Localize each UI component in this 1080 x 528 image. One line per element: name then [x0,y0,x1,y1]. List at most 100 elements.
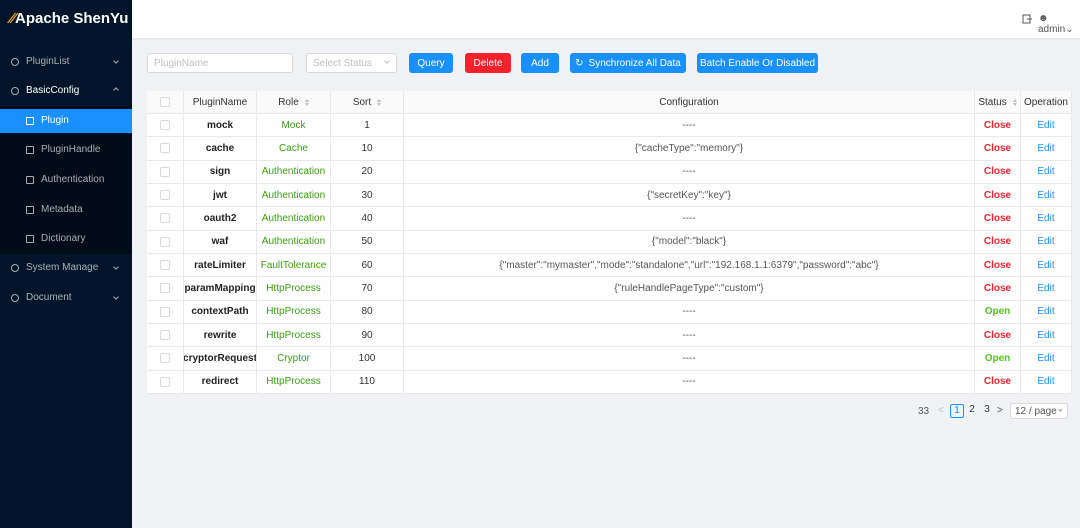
menu-label: Metadata [41,204,83,215]
row-cell [147,137,184,161]
menu-item[interactable]: Document [0,286,132,310]
plugin-name-input[interactable]: PluginName [147,53,293,73]
sync-icon: ↻ [575,57,584,69]
menu-icon [11,87,19,95]
edit-link[interactable]: Edit [1021,114,1072,138]
row-cell: Close [975,137,1021,161]
button[interactable]: Query [409,53,453,73]
row-checkbox[interactable] [160,306,170,317]
menu-arrow [113,87,119,93]
row-cell: {"secretKey":"key"} [404,183,975,208]
edit-link[interactable]: Edit [1021,323,1072,348]
header-cell[interactable]: Status [975,91,1021,114]
next-page[interactable]: > [997,405,1003,416]
row-checkbox[interactable] [160,190,170,201]
row-cell: ---- [404,300,975,324]
row-cell: cryptorRequest [184,347,257,371]
menu-item[interactable]: Authentication [0,168,132,192]
header-cell[interactable]: Role [257,91,331,114]
header-cell: Operation [1021,91,1072,114]
page-size-select[interactable]: 12 / page [1010,403,1068,419]
page-number[interactable]: 2 [969,404,975,415]
edit-link[interactable]: Edit [1021,300,1072,324]
row-cell: {"model":"black"} [404,230,975,254]
row-cell: paramMapping [184,277,257,301]
button[interactable]: Batch Enable Or Disabled [697,53,818,73]
row-cell: 50 [331,230,404,254]
edit-link[interactable]: Edit [1021,137,1072,161]
row-cell: Authentication [257,230,331,254]
table-row: jwt Authentication 30 {"secretKey":"key"} Cl… [147,183,1072,208]
prev-page[interactable]: < [938,405,944,416]
row-cell: 1 [331,114,404,138]
row-checkbox[interactable] [160,283,170,294]
sort-icon [377,98,382,106]
menu-item[interactable]: PluginHandle [0,138,132,162]
table-row: paramMapping HttpProcess 70 {"ruleHandlePag… [147,277,1072,301]
row-cell: redirect [184,370,257,394]
row-cell: 40 [331,207,404,231]
row-checkbox[interactable] [160,260,170,271]
row-cell: cache [184,137,257,161]
sort-icon [1012,98,1017,106]
menu-icon [26,176,34,184]
row-cell [147,300,184,324]
edit-link[interactable]: Edit [1021,277,1072,301]
edit-link[interactable]: Edit [1021,160,1072,184]
menu-icon [26,117,34,125]
menu-item[interactable]: System Manage [0,256,132,280]
row-cell: Cryptor [257,347,331,371]
edit-link[interactable]: Edit [1021,370,1072,394]
menu-item[interactable]: Dictionary [0,227,132,251]
row-cell: oauth2 [184,207,257,231]
row-cell [147,230,184,254]
row-cell [147,207,184,231]
page-number[interactable]: 1 [950,404,964,418]
row-cell: 10 [331,137,404,161]
row-checkbox[interactable] [160,143,170,154]
menu-item[interactable]: BasicConfig [0,79,132,103]
edit-link[interactable]: Edit [1021,207,1072,231]
menu-item[interactable]: Metadata [0,198,132,222]
row-cell: ---- [404,114,975,138]
row-cell: Close [975,183,1021,208]
row-checkbox[interactable] [160,353,170,364]
page-number[interactable]: 3 [984,404,990,415]
logout-icon[interactable] [1022,14,1032,24]
row-checkbox[interactable] [160,120,170,131]
column-title: Sort [352,96,372,108]
row-cell: Close [975,160,1021,184]
table: PluginName Role Sort Configuration Status Ope… [147,91,1072,394]
row-cell: {"ruleHandlePageType":"custom"} [404,277,975,301]
menu-label: Document [26,292,72,303]
menu-arrow [113,294,119,300]
row-checkbox[interactable] [160,166,170,177]
status-select[interactable]: Select Status [306,53,397,73]
page-size-label: 12 / page [1015,406,1057,417]
row-checkbox[interactable] [160,330,170,341]
row-cell: waf [184,230,257,254]
menu-item[interactable]: PluginList [0,50,132,74]
row-checkbox[interactable] [160,236,170,247]
row-cell: HttpProcess [257,300,331,324]
user-menu[interactable]: ☻admin⌄ [1038,13,1074,35]
edit-link[interactable]: Edit [1021,230,1072,254]
button[interactable]: ↻ Synchronize All Data [570,53,686,73]
edit-link[interactable]: Edit [1021,347,1072,371]
select-all-checkbox[interactable] [160,97,170,107]
table-row: oauth2 Authentication 40 ---- Close Edit [147,207,1072,231]
row-checkbox[interactable] [160,376,170,387]
edit-link[interactable]: Edit [1021,183,1072,208]
header-cell[interactable]: Sort [331,91,404,114]
menu-item[interactable]: Plugin [0,109,132,133]
menu-label: System Manage [26,262,99,273]
row-checkbox[interactable] [160,213,170,224]
row-cell: ---- [404,160,975,184]
row-cell [147,347,184,371]
edit-link[interactable]: Edit [1021,253,1072,278]
row-cell: ---- [404,370,975,394]
button[interactable]: Delete [465,53,511,73]
row-cell: 70 [331,277,404,301]
menu-icon [11,264,19,272]
button[interactable]: Add [521,53,559,73]
